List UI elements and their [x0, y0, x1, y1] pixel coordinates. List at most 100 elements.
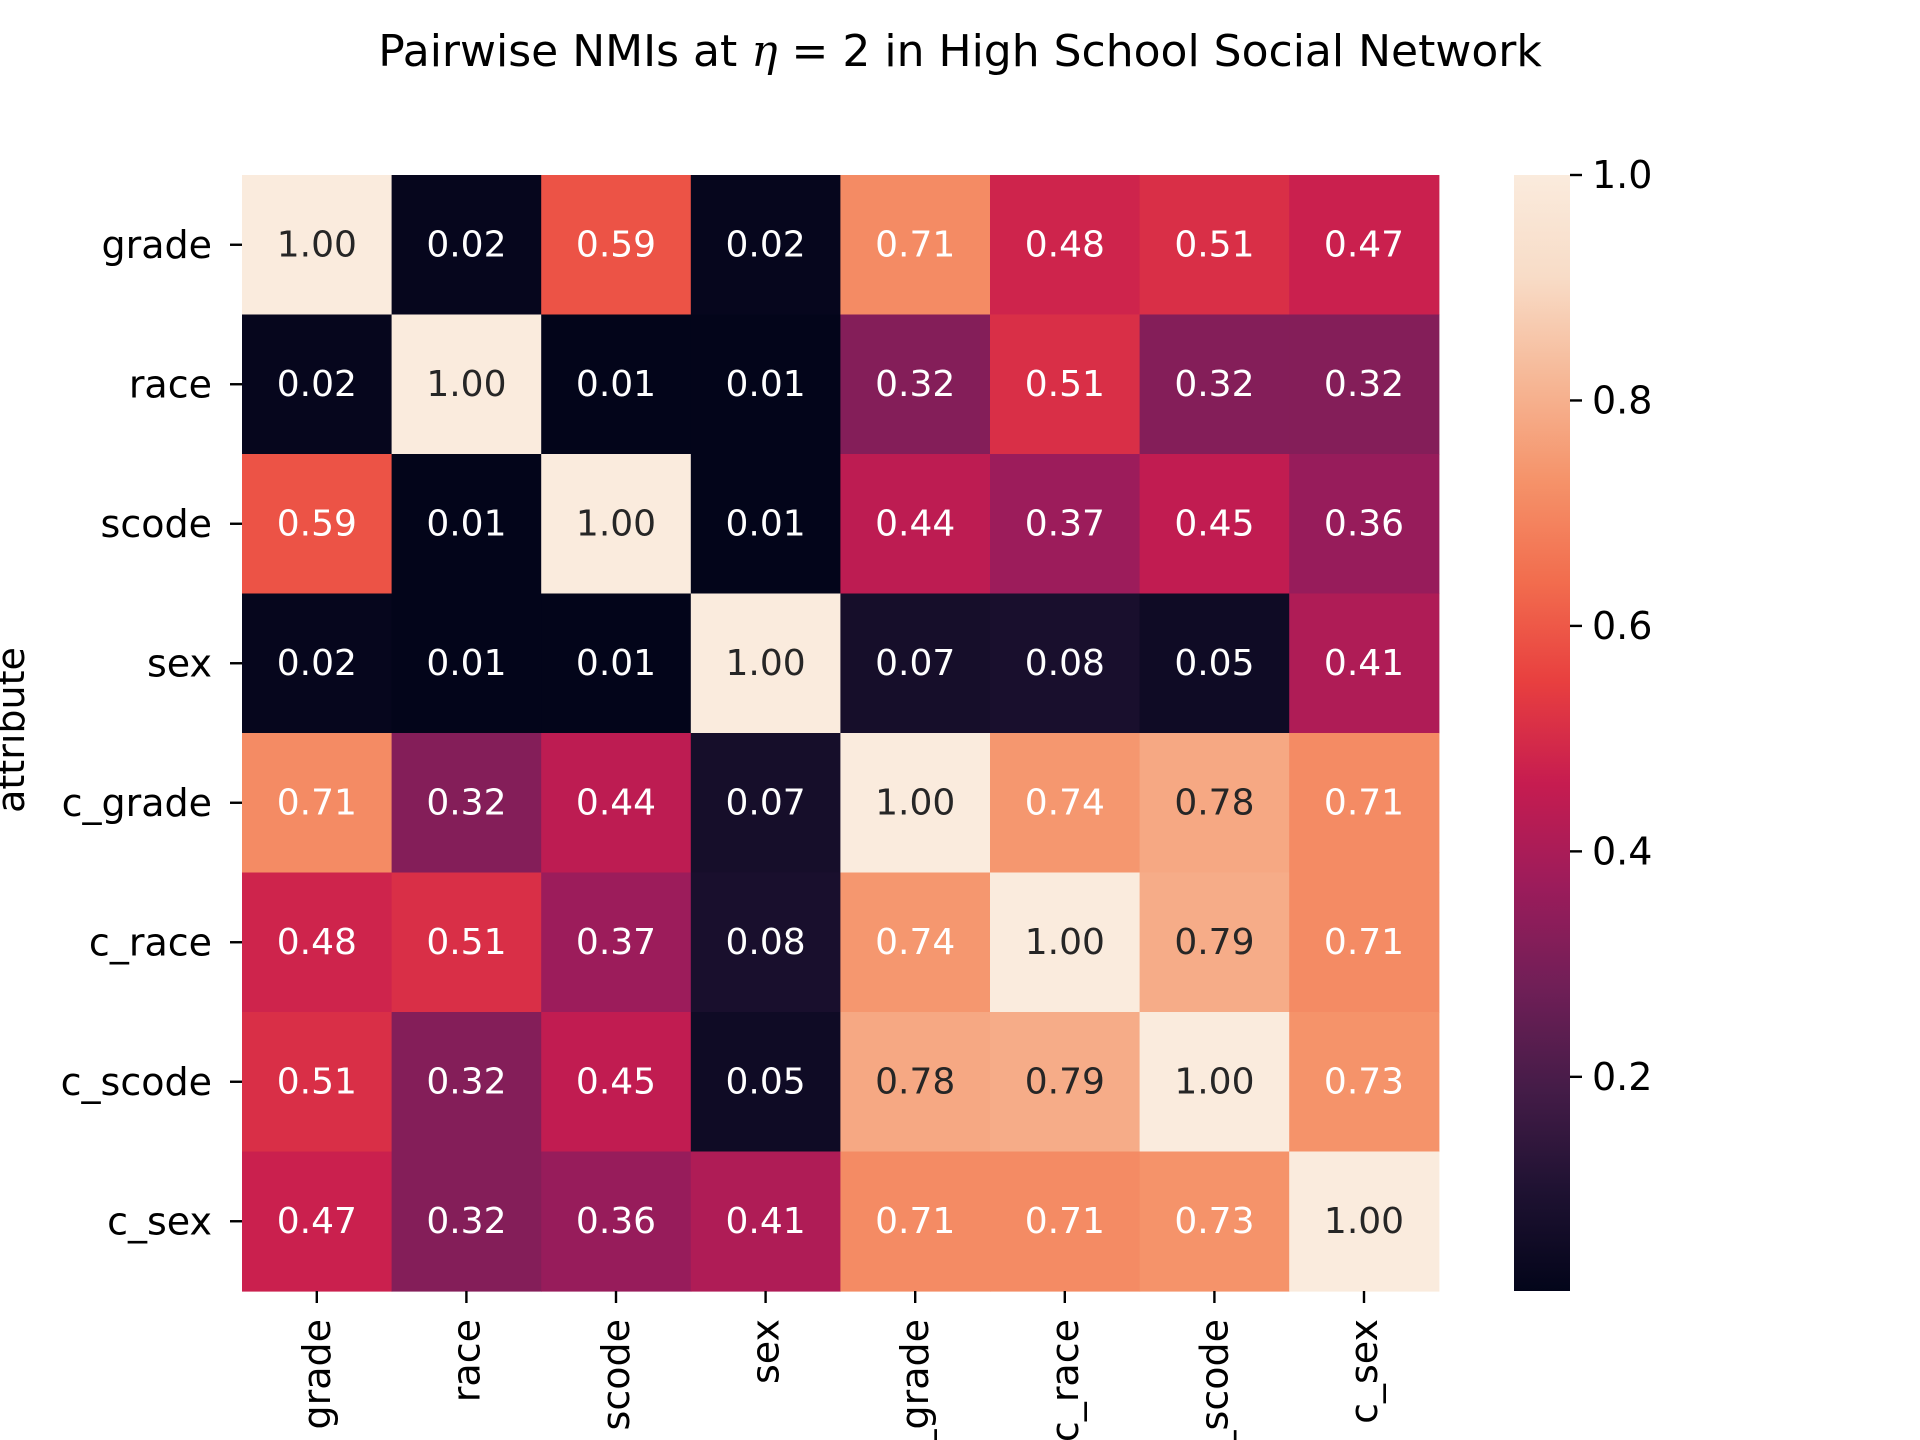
heatmap-cell	[1139, 593, 1290, 734]
heatmap-cell	[1289, 593, 1440, 734]
heatmap-cell-label: 1.00	[1324, 1201, 1404, 1242]
heatmap-cell-label: 0.71	[1324, 922, 1404, 963]
heatmap-cell-label: 0.71	[1025, 1201, 1105, 1242]
heatmap-cell	[840, 175, 991, 316]
heatmap-cell	[990, 1012, 1141, 1153]
colorbar-tick-label: 0.2	[1592, 1055, 1652, 1099]
heatmap-cell	[990, 314, 1141, 455]
heatmap-cell-label: 0.47	[277, 1201, 357, 1242]
heatmap-cell	[242, 872, 393, 1013]
y-tick-label: race	[129, 362, 212, 406]
heatmap-cell	[242, 314, 393, 455]
heatmap-cell	[840, 733, 991, 874]
chart-title-prefix: Pairwise NMIs at	[378, 26, 751, 77]
heatmap-cell-label: 0.79	[1174, 922, 1254, 963]
heatmap-cell	[990, 454, 1141, 595]
heatmap-cell-label: 0.32	[875, 364, 955, 405]
x-tick-label: grade	[295, 1319, 339, 1430]
heatmap-cell-label: 0.08	[1025, 643, 1105, 684]
heatmap-cell	[1289, 872, 1440, 1013]
heatmap-cell	[541, 454, 692, 595]
chart-title-suffix: = 2 in High School Social Network	[778, 26, 1543, 77]
heatmap-cell	[242, 175, 393, 316]
heatmap-cell	[990, 593, 1141, 734]
heatmap-cell	[391, 593, 542, 734]
heatmap-cell-label: 1.00	[277, 224, 357, 265]
y-tick-label: scode	[101, 502, 212, 546]
heatmap-cell	[990, 733, 1141, 874]
heatmap-cell-label: 0.45	[576, 1061, 656, 1102]
heatmap-cell	[1289, 1151, 1440, 1292]
heatmap-cell-label: 1.00	[875, 782, 955, 823]
heatmap-cell	[541, 733, 692, 874]
heatmap-cell	[690, 454, 841, 595]
heatmap-cell-label: 0.78	[1174, 782, 1254, 823]
heatmap-cell	[990, 872, 1141, 1013]
heatmap-cell	[391, 454, 542, 595]
heatmap-cell	[1139, 454, 1290, 595]
x-tick-label: c_sex	[1342, 1319, 1386, 1424]
heatmap-cell	[541, 593, 692, 734]
y-tick-label: c_race	[89, 920, 212, 964]
heatmap-cell-label: 0.41	[1324, 643, 1404, 684]
heatmap-cell-labels: 1.00 0.02 0.59 0.02 0.71 0.48 0.51 0.47 0.02 1.00…	[277, 224, 1404, 1242]
heatmap-cell	[541, 1151, 692, 1292]
heatmap-cell-label: 0.44	[576, 782, 656, 823]
heatmap-cell-label: 0.36	[1324, 503, 1404, 544]
colorbar-tick-label: 0.6	[1592, 604, 1652, 648]
heatmap-cell	[1139, 175, 1290, 316]
heatmap-cell	[242, 1151, 393, 1292]
heatmap-cell	[990, 175, 1141, 316]
heatmap-cell-label: 0.79	[1025, 1061, 1105, 1102]
heatmap-cell	[391, 733, 542, 874]
heatmap-cell-label: 0.08	[726, 922, 806, 963]
heatmap-cell-label: 0.51	[1174, 224, 1254, 265]
heatmap-cell	[541, 314, 692, 455]
heatmap-cell	[690, 1012, 841, 1153]
heatmap-cell-label: 0.07	[875, 643, 955, 684]
heatmap-cell	[1139, 733, 1290, 874]
x-tick-label: c_grade	[893, 1319, 937, 1440]
heatmap-cell-label: 0.07	[726, 782, 806, 823]
heatmap-cell	[1139, 1012, 1290, 1153]
heatmap-cell-label: 0.59	[277, 503, 357, 544]
heatmap-cell	[1289, 733, 1440, 874]
heatmap-cell-label: 0.48	[1025, 224, 1105, 265]
heatmap-cell	[990, 1151, 1141, 1292]
heatmap-cell	[1139, 872, 1290, 1013]
heatmap-cell-label: 0.48	[277, 922, 357, 963]
heatmap-cell	[391, 872, 542, 1013]
y-tick-label: grade	[101, 223, 212, 267]
heatmap-cell-label: 0.71	[277, 782, 357, 823]
heatmap-cell-label: 0.51	[277, 1061, 357, 1102]
heatmap-cell-label: 0.37	[576, 922, 656, 963]
heatmap-cell	[840, 872, 991, 1013]
heatmap-cells	[242, 175, 1440, 1292]
y-tick-label: c_grade	[62, 781, 212, 825]
heatmap-cell-label: 0.51	[426, 922, 506, 963]
heatmap-cell	[1289, 454, 1440, 595]
heatmap-cell-label: 0.71	[875, 1201, 955, 1242]
heatmap-cell-label: 0.01	[726, 364, 806, 405]
heatmap-cell-label: 0.74	[1025, 782, 1105, 823]
y-tick-label: sex	[147, 641, 212, 685]
heatmap-cell	[1139, 1151, 1290, 1292]
colorbar: 0.2 0.4 0.6 0.8 1.0	[1514, 153, 1652, 1291]
heatmap-cell	[1289, 1012, 1440, 1153]
heatmap-cell	[391, 175, 542, 316]
heatmap-cell-label: 0.32	[426, 782, 506, 823]
heatmap-cell	[242, 1012, 393, 1153]
y-axis-label: attribute	[0, 647, 33, 813]
heatmap-cell	[1289, 175, 1440, 316]
heatmap-cell-label: 0.01	[426, 643, 506, 684]
heatmap-cell	[690, 1151, 841, 1292]
heatmap-cell-label: 0.47	[1324, 224, 1404, 265]
heatmap-cell	[840, 1012, 991, 1153]
heatmap-cell-label: 0.37	[1025, 503, 1105, 544]
heatmap-cell-label: 0.41	[726, 1201, 806, 1242]
heatmap-cell-label: 0.74	[875, 922, 955, 963]
heatmap-cell	[690, 733, 841, 874]
heatmap-cell-label: 0.01	[576, 643, 656, 684]
heatmap-cell-label: 0.51	[1025, 364, 1105, 405]
